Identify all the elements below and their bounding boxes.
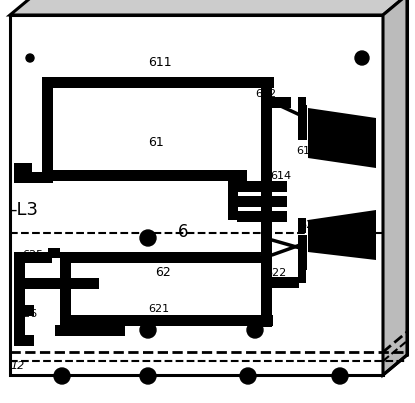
Bar xyxy=(237,196,287,207)
Text: 610: 610 xyxy=(30,172,51,182)
Bar xyxy=(298,105,307,140)
Bar xyxy=(261,252,272,327)
Bar xyxy=(14,163,32,174)
Text: 623: 623 xyxy=(299,220,320,230)
Bar xyxy=(261,181,272,256)
Bar xyxy=(237,181,287,192)
Bar xyxy=(10,15,383,375)
Polygon shape xyxy=(308,210,376,260)
Bar xyxy=(261,77,272,205)
Bar xyxy=(261,277,299,288)
Circle shape xyxy=(355,51,369,65)
Bar xyxy=(298,235,307,270)
Text: 622: 622 xyxy=(265,268,286,278)
Bar xyxy=(298,268,306,283)
Text: 62: 62 xyxy=(155,266,171,278)
Text: 624: 624 xyxy=(18,278,39,288)
Text: 61: 61 xyxy=(148,135,164,148)
Bar xyxy=(298,97,306,109)
Bar xyxy=(60,315,273,326)
Bar xyxy=(42,77,53,182)
Text: 621: 621 xyxy=(148,304,169,314)
Circle shape xyxy=(140,368,156,384)
Bar xyxy=(14,278,99,289)
Circle shape xyxy=(140,322,156,338)
Circle shape xyxy=(54,368,70,384)
Text: 613: 613 xyxy=(296,146,317,156)
Polygon shape xyxy=(383,0,407,375)
Circle shape xyxy=(332,368,348,384)
Bar xyxy=(228,175,238,220)
Bar xyxy=(298,218,306,233)
Text: 6: 6 xyxy=(178,223,188,241)
Circle shape xyxy=(247,322,263,338)
Bar xyxy=(14,172,49,183)
Bar xyxy=(42,163,53,183)
Polygon shape xyxy=(10,0,407,15)
Bar xyxy=(55,325,125,336)
Bar xyxy=(14,335,34,346)
Bar xyxy=(60,252,71,317)
Bar xyxy=(14,252,52,263)
Bar xyxy=(14,305,25,340)
Circle shape xyxy=(240,368,256,384)
Bar xyxy=(237,211,287,222)
Text: 625: 625 xyxy=(22,250,43,260)
Circle shape xyxy=(26,54,34,62)
Bar xyxy=(42,77,274,88)
Bar xyxy=(48,248,60,258)
Text: 12: 12 xyxy=(10,361,24,371)
Text: 627: 627 xyxy=(68,317,89,327)
Text: 612: 612 xyxy=(255,89,276,99)
Circle shape xyxy=(140,230,156,246)
Text: 614: 614 xyxy=(270,171,291,181)
Bar xyxy=(60,252,265,263)
Bar xyxy=(42,170,247,181)
Bar xyxy=(14,305,34,316)
Text: 65: 65 xyxy=(262,199,274,209)
Bar xyxy=(261,97,291,108)
Polygon shape xyxy=(308,108,376,168)
Text: 611: 611 xyxy=(148,56,172,69)
Bar xyxy=(14,252,25,332)
Text: -L3: -L3 xyxy=(10,201,38,219)
Text: 626: 626 xyxy=(16,309,37,319)
